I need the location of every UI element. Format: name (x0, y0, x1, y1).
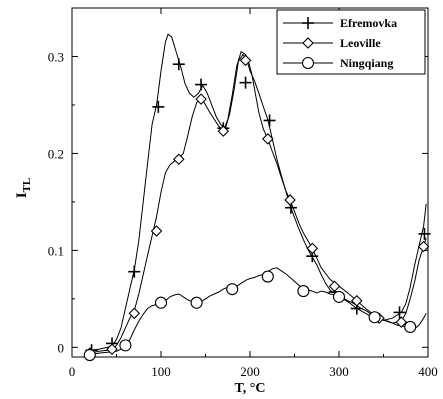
data-point-leoville (328, 280, 341, 293)
x-tick-label: 0 (69, 364, 76, 379)
x-tick-label: 100 (151, 364, 171, 379)
data-point-ningqiang (154, 296, 168, 309)
data-point-ningqiang (297, 285, 310, 298)
data-point-leoville (284, 194, 296, 206)
y-axis-title-subscript: TL (21, 178, 33, 193)
series-lines (89, 33, 427, 356)
data-point-leoville (351, 294, 363, 307)
data-point-ningqiang (368, 311, 381, 324)
y-tick-label: 0.3 (48, 49, 64, 64)
data-point-efremovka (239, 76, 252, 89)
data-point-leoville (417, 240, 430, 253)
x-tick-label: 200 (240, 364, 260, 379)
data-point-efremovka (128, 265, 141, 278)
data-point-leoville (173, 153, 185, 166)
x-tick-label: 300 (329, 364, 349, 379)
data-point-ningqiang (83, 349, 96, 362)
x-tick-label: 400 (418, 364, 438, 379)
data-point-efremovka (263, 114, 276, 127)
y-tick-label: 0.1 (48, 243, 64, 258)
legend: Efremovka Leoville Ningqiang (276, 9, 426, 75)
data-point-leoville (128, 307, 141, 320)
data-point-efremovka (152, 100, 165, 113)
data-point-leoville (106, 343, 118, 356)
data-point-ningqiang (261, 270, 274, 283)
legend-label-ningqiang: Ningqiang (340, 56, 393, 70)
legend-marker-ningqiang (301, 56, 315, 70)
x-axis-title: T, °C (234, 381, 265, 396)
data-point-efremovka (418, 227, 431, 240)
series-line-efremovka (89, 33, 427, 351)
data-point-ningqiang (404, 320, 417, 333)
data-point-leoville (306, 242, 319, 255)
y-tick-label: 0 (58, 340, 65, 355)
data-point-efremovka (195, 78, 208, 91)
data-point-ningqiang (190, 296, 203, 309)
legend-marker-efremovka (302, 17, 314, 29)
legend-label-efremovka: Efremovka (340, 16, 397, 30)
data-point-leoville (217, 125, 230, 137)
series-markers (83, 54, 431, 362)
y-axis-title: ITL (14, 178, 33, 199)
data-point-efremovka (172, 58, 185, 71)
axis-tick-labels: 0 100 200 300 400 0 0.1 0.2 0.3 (48, 49, 438, 379)
data-point-leoville (150, 225, 163, 237)
data-point-ningqiang (226, 283, 239, 296)
data-point-leoville (395, 316, 408, 328)
y-axis-title-main: I (14, 192, 30, 198)
legend-label-leoville: Leoville (340, 36, 381, 50)
data-point-ningqiang (332, 290, 346, 303)
y-tick-label: 0.2 (48, 146, 64, 161)
series-line-leoville (89, 50, 427, 354)
data-point-leoville (262, 133, 274, 145)
data-point-leoville (195, 93, 207, 105)
data-point-ningqiang (119, 339, 132, 352)
data-point-leoville (239, 54, 252, 67)
data-point-efremovka (393, 306, 406, 319)
legend-marker-leoville (302, 37, 314, 49)
